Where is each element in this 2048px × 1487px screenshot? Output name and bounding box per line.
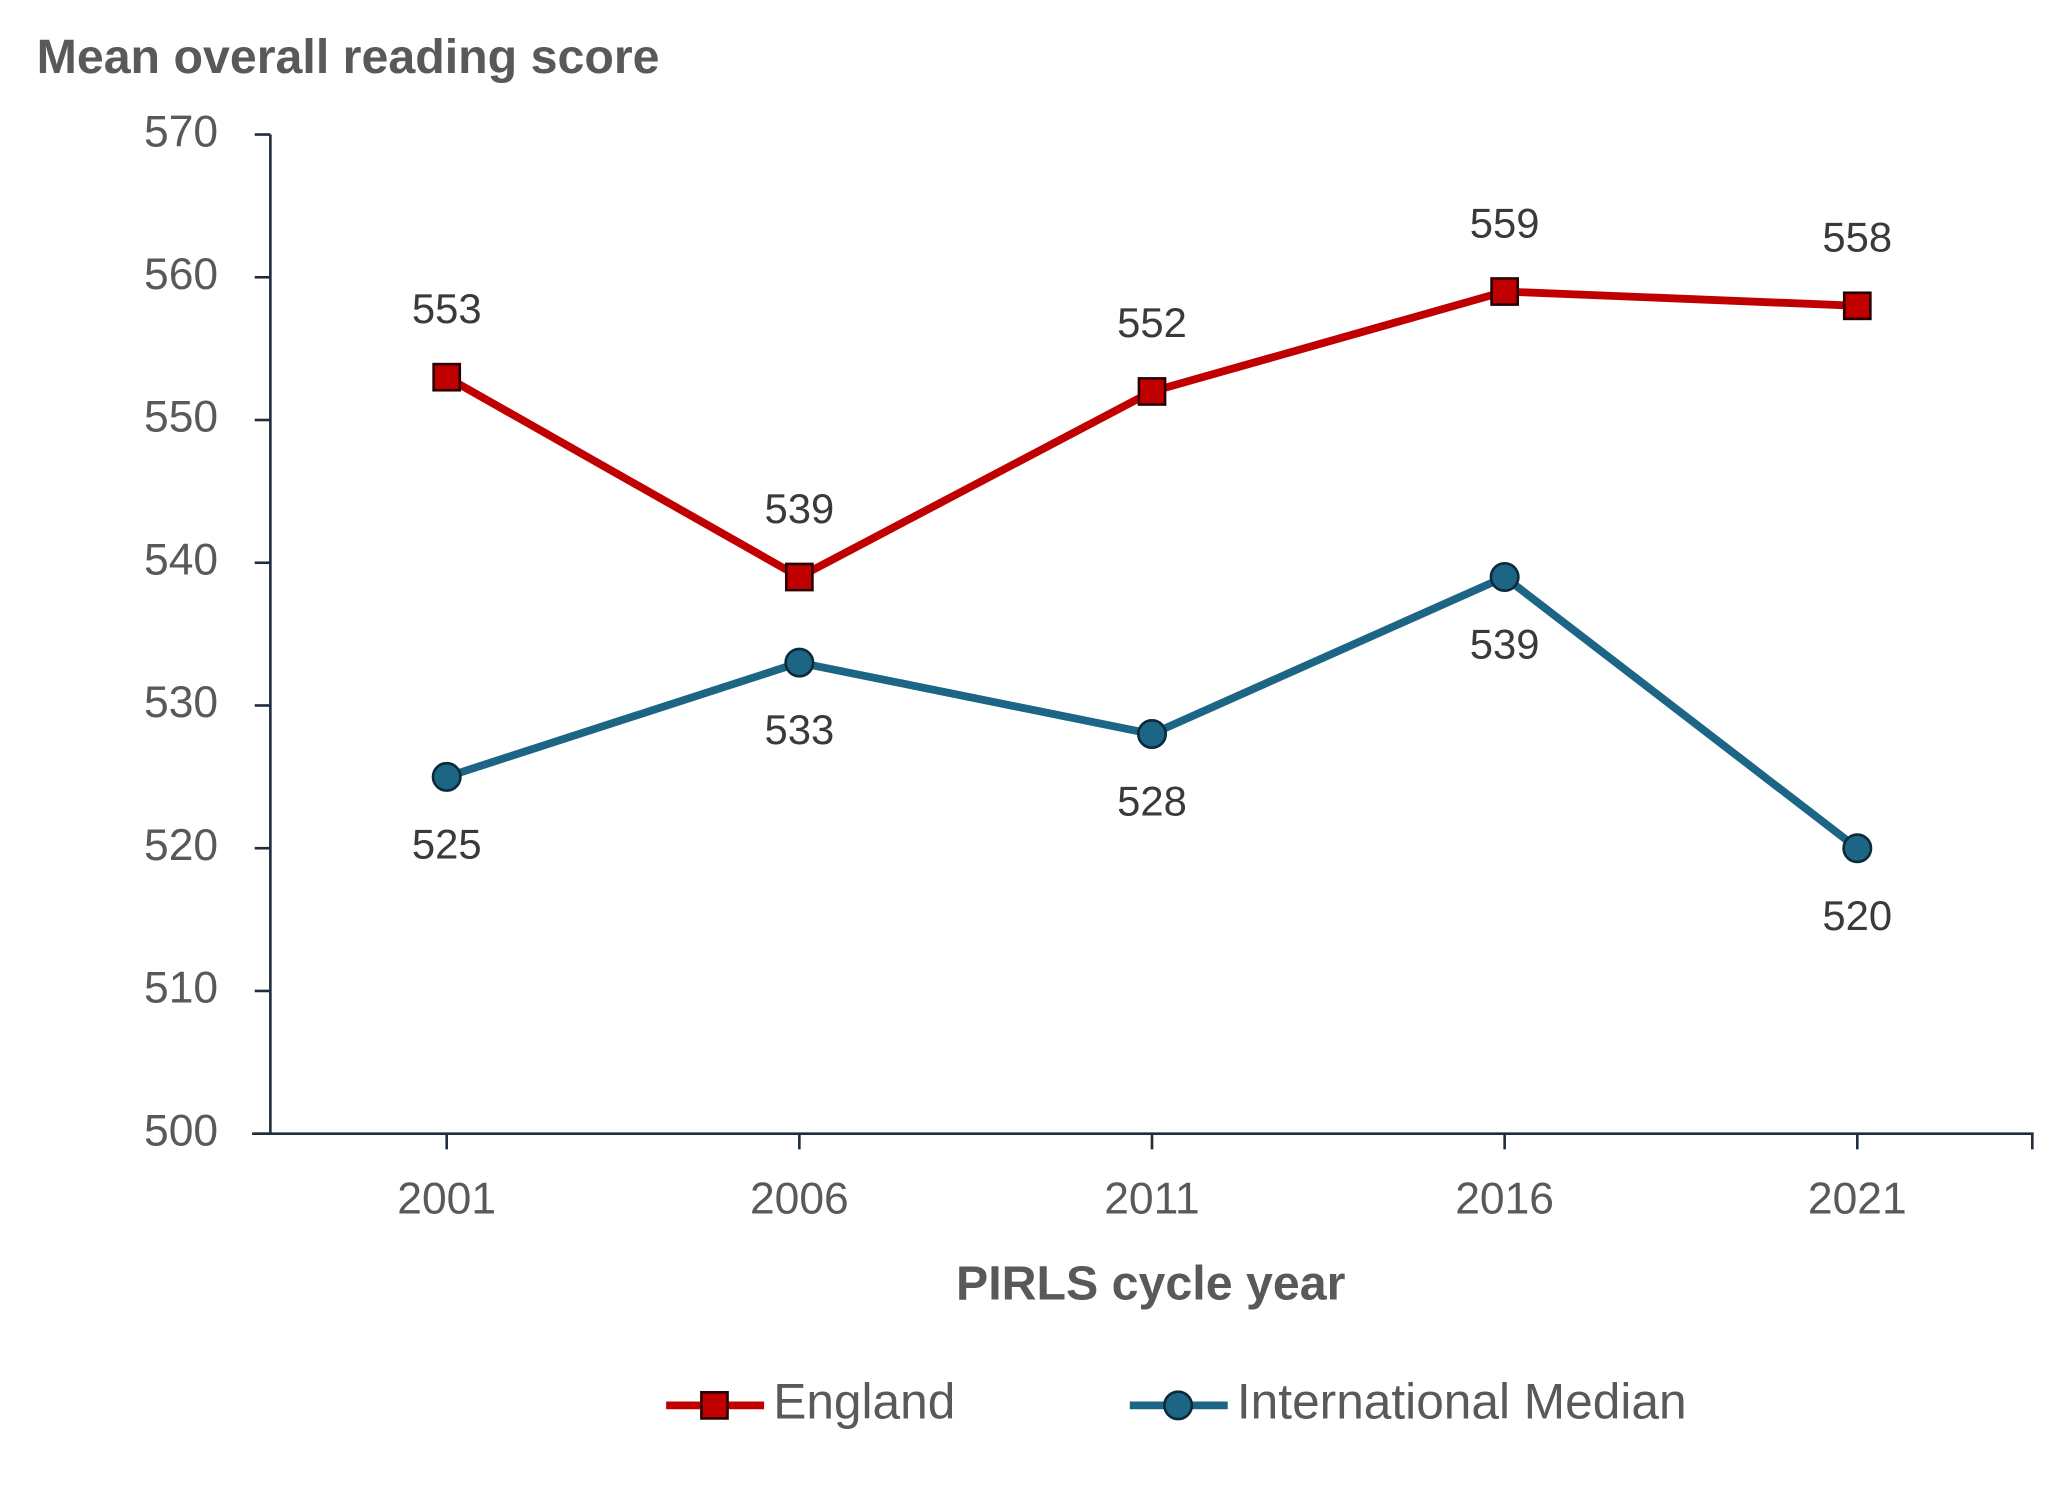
y-tick-label: 500 [144,1106,218,1155]
y-tick-label: 540 [144,535,218,584]
data-label: 520 [1822,892,1892,939]
data-point [1842,291,1872,321]
x-axis-title: PIRLS cycle year [956,1256,1346,1310]
legend-label: International Median [1237,1373,1687,1429]
y-tick-label: 520 [144,821,218,870]
data-point [1136,719,1168,750]
data-label: 559 [1470,199,1540,246]
y-tick-label: 510 [144,964,218,1013]
data-label: 558 [1822,214,1892,261]
x-tick-label: 2011 [1104,1174,1199,1223]
x-tick-label: 2021 [1808,1174,1907,1223]
data-point [432,362,462,392]
data-label: 525 [412,820,482,867]
data-label: 528 [1117,778,1187,825]
y-tick-label: 570 [144,107,218,156]
y-axis-title: Mean overall reading score [37,30,660,84]
legend-label: England [773,1373,955,1429]
legend-marker [1163,1390,1194,1421]
data-point [1137,377,1167,406]
data-point [784,647,815,678]
data-point [1842,833,1873,864]
x-tick-label: 2016 [1455,1174,1554,1223]
data-point [1489,561,1520,593]
data-label: 539 [764,485,834,532]
data-label: 539 [1470,621,1540,668]
legend-marker [700,1391,729,1420]
x-tick-label: 2001 [397,1174,496,1223]
data-point [784,562,814,592]
data-label: 552 [1117,299,1187,346]
data-label: 553 [412,285,482,332]
data-label: 533 [764,706,834,753]
y-tick-label: 550 [144,393,218,442]
x-tick-label: 2006 [750,1174,849,1223]
data-point [1490,277,1520,306]
y-tick-label: 530 [144,678,218,727]
y-tick-label: 560 [144,250,218,299]
data-point [431,761,462,792]
